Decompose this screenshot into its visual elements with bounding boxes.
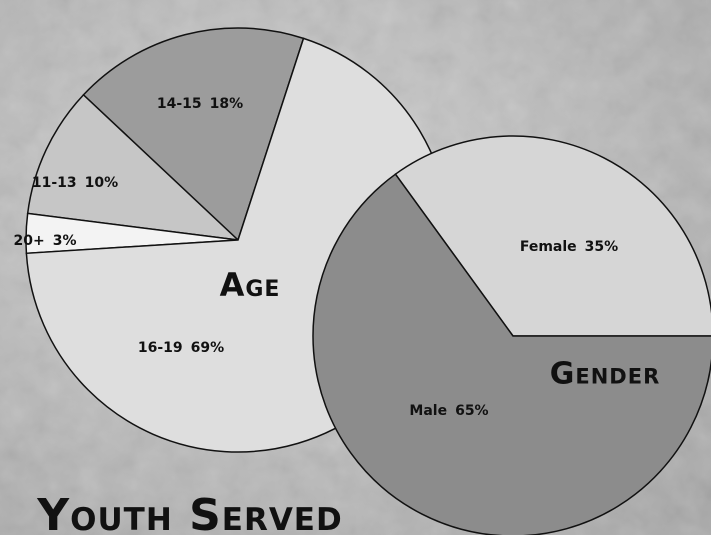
slice-value: 69% [191,340,225,356]
pie-title: Age [220,266,281,304]
slice-category: 14-15 [157,96,202,112]
page: 14-15 18% 11-13 10% 20+ 3% 16-19 69% Age Female 35… [0,0,711,535]
chart: 14-15 18% 11-13 10% 20+ 3% 16-19 69% Age Female 35… [0,0,711,535]
slice-value: 10% [85,175,119,191]
slice-label: Female 35% [520,239,618,255]
slice-category: 11-13 [32,175,77,191]
slice-category: Male [409,403,447,419]
pie-title: Gender [550,357,661,392]
slice-value: 18% [210,96,244,112]
slice-value: 65% [455,403,489,419]
slice-label: 11-13 10% [32,175,118,191]
slice-category: Female [520,239,577,255]
slice-label: 14-15 18% [157,96,243,112]
slice-value: 3% [53,233,77,249]
slice-label: 16-19 69% [138,340,224,356]
slice-category: 16-19 [138,340,183,356]
slice-category: 20+ [14,233,45,249]
slice-value: 35% [585,239,619,255]
page-title: Youth Served [36,490,342,535]
